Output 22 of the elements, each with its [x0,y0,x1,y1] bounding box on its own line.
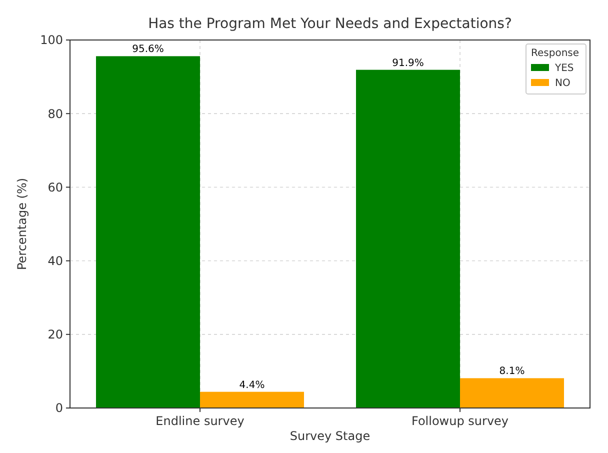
legend-label: YES [554,63,574,74]
bar [460,378,564,408]
data-label: 8.1% [499,366,525,378]
data-label: 91.9% [392,58,424,69]
y-tick-label: 0 [55,401,63,416]
chart-title: Has the Program Met Your Needs and Expectations? [148,16,512,32]
y-tick-label: 60 [48,180,63,194]
bar [356,70,460,408]
data-label: 4.4% [239,380,265,391]
bar [96,56,200,408]
x-tick-label: Followup survey [411,414,509,428]
legend-title: Response [531,48,580,59]
data-label: 95.6% [132,44,164,56]
legend-label: NO [555,78,570,89]
y-axis-title: Percentage (%) [15,178,29,270]
x-axis-title: Survey Stage [290,429,370,443]
y-tick-label: 100 [40,33,63,48]
y-tick-label: 20 [48,328,63,342]
y-tick-label: 40 [48,254,63,268]
bar [200,392,304,408]
x-tick-label: Endline survey [156,414,244,428]
y-tick-label: 80 [48,106,63,121]
